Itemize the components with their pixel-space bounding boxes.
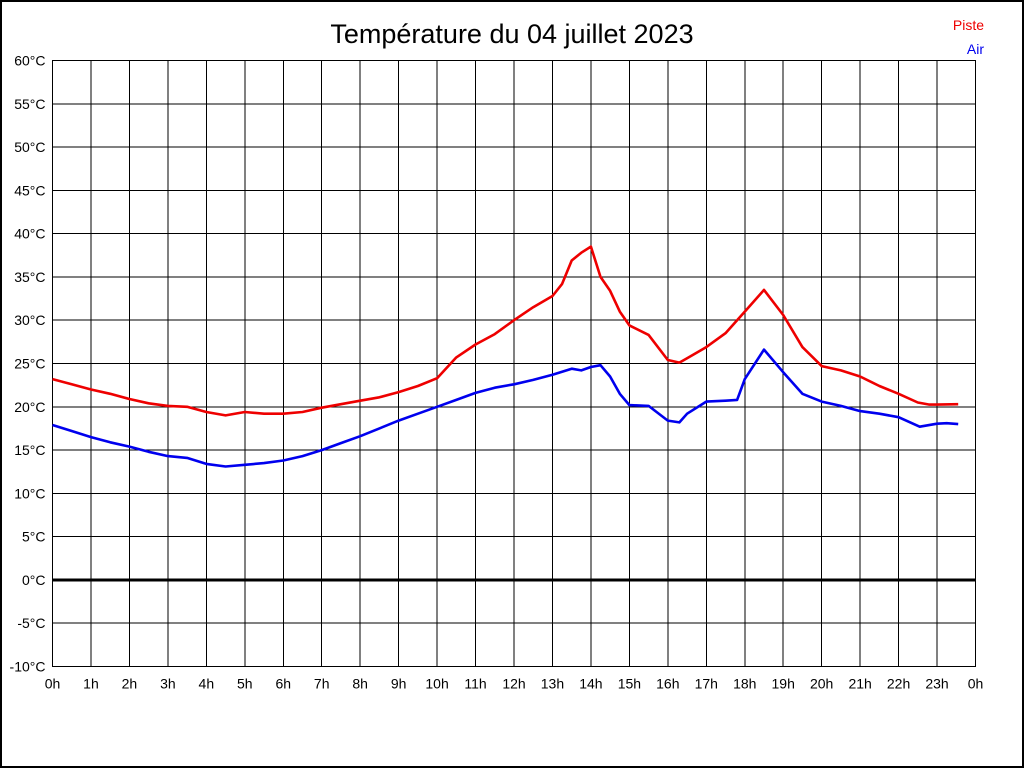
series-line-piste [52,245,959,417]
x-tick-label: 0h [45,676,61,692]
y-tick-label: 5°C [22,529,46,545]
y-tick-label: 40°C [14,226,45,242]
y-tick-label: 30°C [14,312,45,328]
y-tick-label: -10°C [10,659,46,675]
x-tick-label: 22h [887,676,910,692]
x-tick-label: 17h [695,676,718,692]
y-tick-label: 45°C [14,182,45,198]
x-tick-label: 7h [314,676,330,692]
page-title: Température du 04 juillet 2023 [330,19,694,49]
plot-border [52,60,976,667]
x-tick-label: 2h [122,676,138,692]
y-tick-label: -5°C [17,615,45,631]
x-tick-label: 23h [925,676,948,692]
y-tick-label: 35°C [14,269,45,285]
x-tick-label: 5h [237,676,253,692]
legend-item-air: Air [966,41,984,57]
x-tick-label: 18h [733,676,756,692]
y-tick-label: 0°C [22,572,46,588]
x-tick-label: 9h [391,676,407,692]
x-tick-label: 11h [464,676,486,692]
y-tick-label: 50°C [14,139,45,155]
x-tick-label: 14h [579,676,602,692]
x-tick-label: 10h [425,676,448,692]
series-line-air [52,348,959,468]
x-tick-label: 8h [352,676,368,692]
y-tick-label: 15°C [14,442,45,458]
y-tick-label: 20°C [14,399,45,415]
x-tick-label: 19h [772,676,795,692]
y-tick-label: 55°C [14,96,45,112]
x-tick-label: 3h [160,676,176,692]
x-tick-label: 4h [199,676,215,692]
x-tick-label: 21h [848,676,871,692]
x-tick-label: 20h [810,676,833,692]
x-tick-label: 1h [83,676,99,692]
y-tick-label: 25°C [14,356,45,372]
x-tick-label: 0h [968,676,984,692]
x-tick-label: 6h [275,676,291,692]
x-tick-label: 13h [541,676,564,692]
x-tick-label: 12h [502,676,525,692]
legend: Piste Air [953,13,984,61]
x-tick-label: 16h [656,676,679,692]
y-tick-label: 60°C [14,53,45,69]
legend-item-piste: Piste [952,17,984,33]
x-tick-label: 15h [618,676,641,692]
y-tick-label: 10°C [14,485,45,501]
